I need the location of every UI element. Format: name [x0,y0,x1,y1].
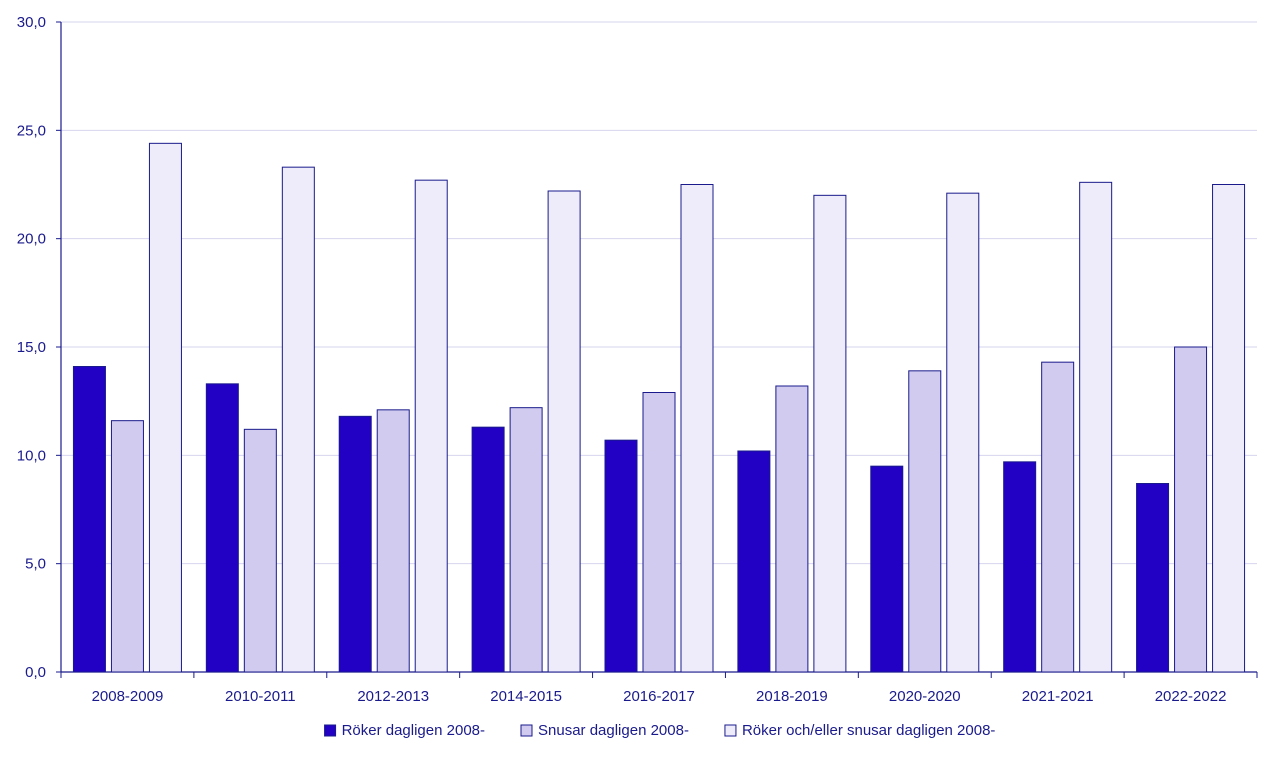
legend-swatch-1 [324,724,337,737]
bar-3-2008-2009 [148,142,182,673]
legend-label-2: Snusar dagligen 2008- [538,722,689,739]
bar-3-2010-2011 [281,166,315,673]
bar-1-2016-2017 [604,439,638,673]
bar-2-2010-2011 [243,428,277,673]
y-tick-label: 5,0 [25,556,46,573]
y-tick-label: 15,0 [17,339,46,356]
bar-3-2014-2015 [547,190,581,673]
legend-swatch-2 [520,724,533,737]
x-tick-label: 2021-2021 [1022,688,1094,705]
y-tick-label: 25,0 [17,122,46,139]
legend-swatch-3 [724,724,737,737]
bar-3-2016-2017 [680,184,714,673]
legend-label-1: Röker dagligen 2008- [342,722,485,739]
y-tick-label: 30,0 [17,14,46,31]
bar-3-2021-2021 [1079,181,1113,673]
bar-2-2008-2009 [110,420,144,673]
bar-2-2022-2022 [1174,346,1208,673]
x-tick-label: 2022-2022 [1155,688,1227,705]
y-tick-label: 10,0 [17,447,46,464]
bar-1-2010-2011 [205,383,239,673]
bar-1-2021-2021 [1003,461,1037,673]
bar-1-2020-2020 [870,465,904,673]
bar-1-2008-2009 [72,366,106,673]
x-tick-label: 2016-2017 [623,688,695,705]
x-tick-label: 2018-2019 [756,688,828,705]
bar-2-2014-2015 [509,407,543,673]
bar-3-2022-2022 [1212,184,1246,673]
bar-1-2014-2015 [471,426,505,673]
y-tick-label: 20,0 [17,231,46,248]
bar-2-2016-2017 [642,392,676,673]
bar-3-2020-2020 [946,192,980,673]
bar-2-2020-2020 [908,370,942,673]
y-tick-label: 0,0 [25,664,46,681]
x-tick-label: 2012-2013 [357,688,429,705]
x-tick-label: 2020-2020 [889,688,961,705]
legend-label-3: Röker och/eller snusar dagligen 2008- [742,722,995,739]
bar-2-2018-2019 [775,385,809,673]
bar-2-2012-2013 [376,409,410,673]
bar-1-2018-2019 [737,450,771,673]
bar-3-2018-2019 [813,194,847,673]
bar-1-2022-2022 [1136,483,1170,673]
x-tick-label: 2008-2009 [92,688,164,705]
x-tick-label: 2010-2011 [225,688,296,705]
bar-3-2012-2013 [414,179,448,673]
bar-2-2021-2021 [1041,361,1075,673]
bar-1-2012-2013 [338,415,372,673]
x-tick-label: 2014-2015 [490,688,562,705]
